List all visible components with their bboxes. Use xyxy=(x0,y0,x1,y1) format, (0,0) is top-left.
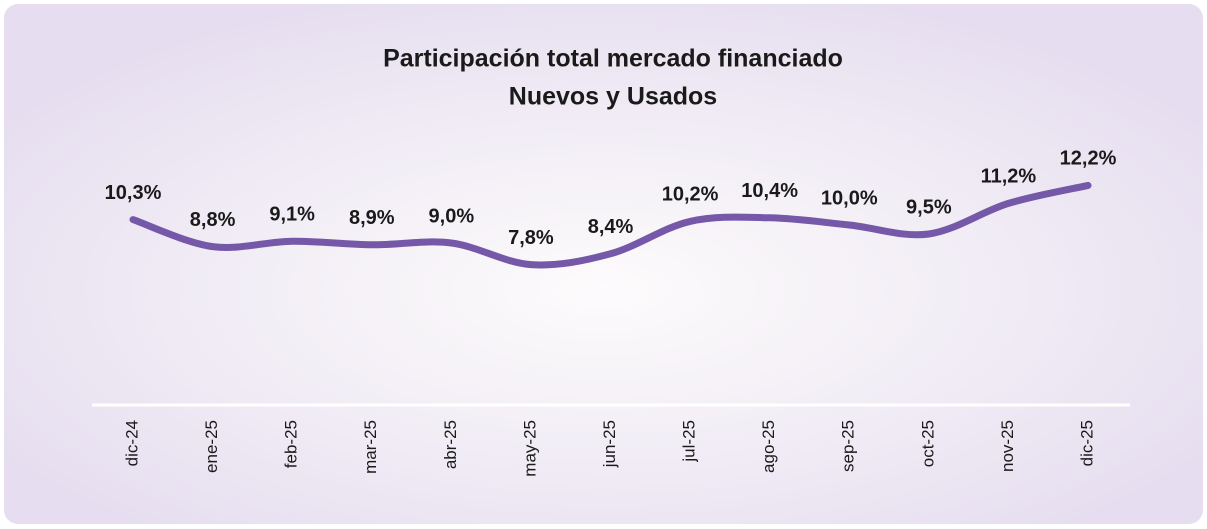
x-tick-label: dic-24 xyxy=(122,420,141,466)
chart-title: Participación total mercado financiado xyxy=(383,45,843,73)
x-tick-label: dic-25 xyxy=(1077,420,1096,466)
x-tick-label: ago-25 xyxy=(759,420,778,473)
x-tick-label: nov-25 xyxy=(998,420,1017,472)
x-tick-label: sep-25 xyxy=(839,420,858,472)
chart-subtitle: Nuevos y Usados xyxy=(509,83,717,111)
data-label: 11,2% xyxy=(981,166,1037,188)
x-tick-label: jul-25 xyxy=(680,420,699,463)
data-label: 7,8% xyxy=(508,227,554,249)
data-label: 10,3% xyxy=(105,182,162,204)
line xyxy=(129,181,1092,269)
data-label: 9,5% xyxy=(906,196,952,218)
x-tick-label: mar-25 xyxy=(361,420,380,474)
data-label: 12,2% xyxy=(1060,148,1117,170)
data-label: 8,9% xyxy=(349,207,395,229)
data-label: 10,0% xyxy=(821,187,878,209)
data-label: 8,8% xyxy=(190,209,236,231)
x-tick-label: feb-25 xyxy=(282,420,301,468)
data-label: 10,2% xyxy=(662,184,719,206)
x-tick-label: abr-25 xyxy=(441,420,460,469)
data-label: 10,4% xyxy=(741,180,798,202)
x-tick-label: oct-25 xyxy=(918,420,937,467)
x-tick-label: jun-25 xyxy=(600,420,619,468)
data-label: 9,1% xyxy=(269,203,315,225)
x-tick-label: ene-25 xyxy=(202,420,221,473)
x-tick-label: may-25 xyxy=(520,420,539,477)
data-label: 8,4% xyxy=(588,216,634,238)
data-label: 9,0% xyxy=(429,205,475,227)
card xyxy=(4,4,1203,524)
